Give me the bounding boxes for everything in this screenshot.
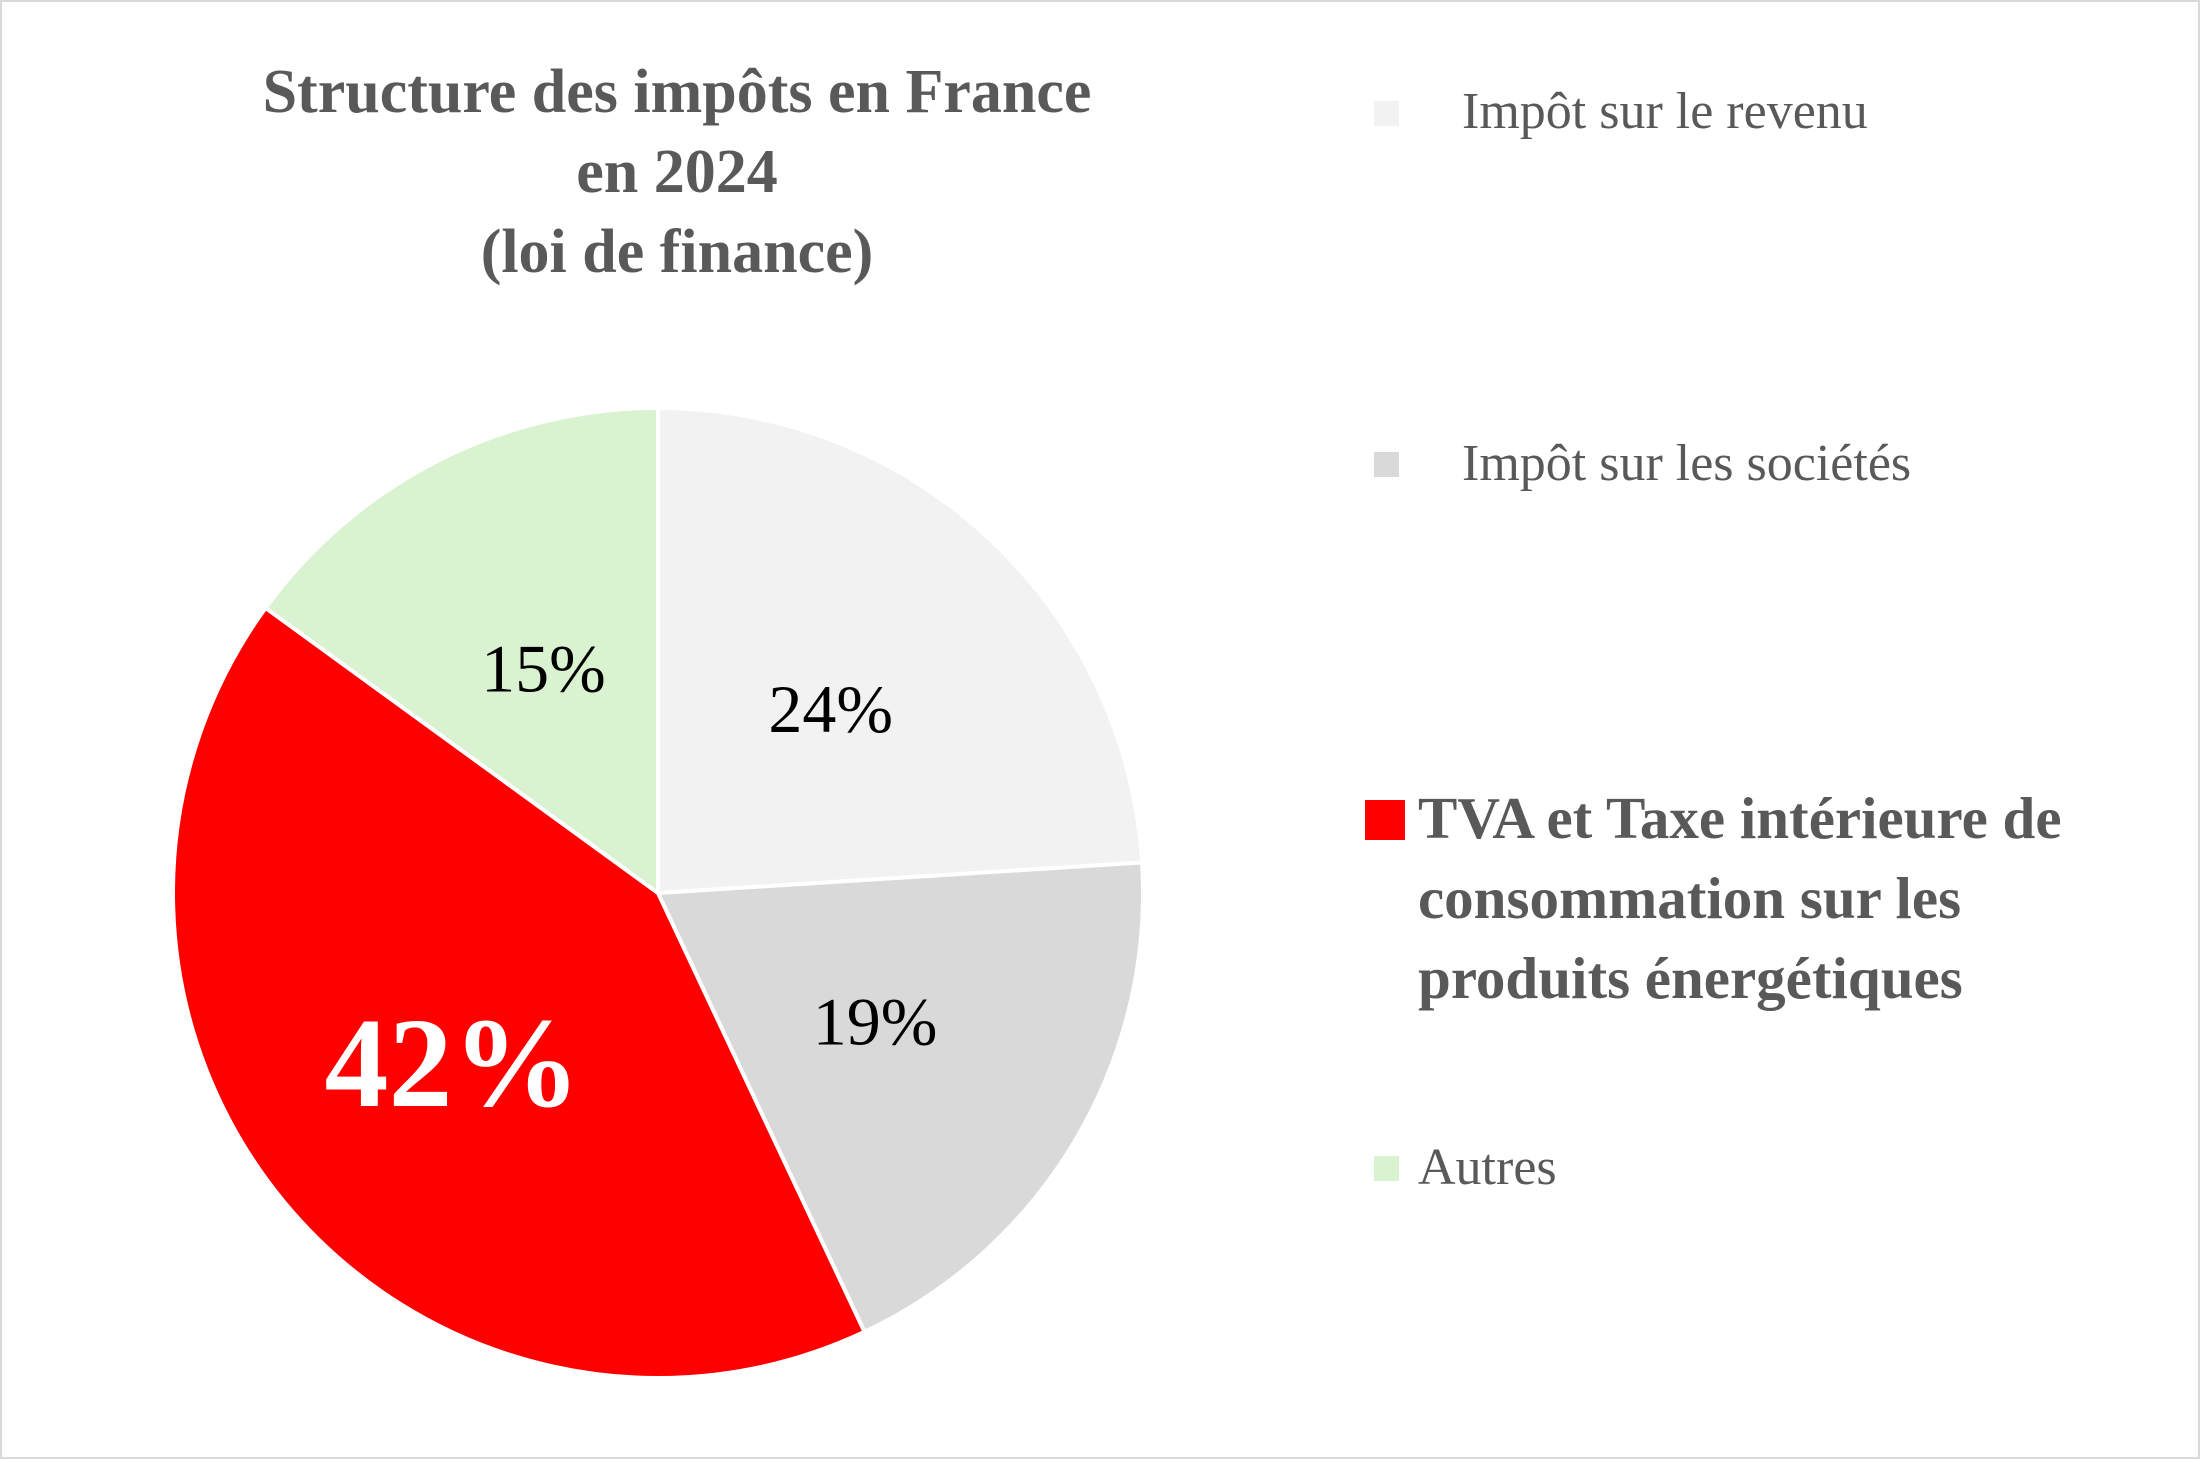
legend-swatch (1374, 101, 1399, 126)
chart-title-line-2: en 2024 (576, 138, 778, 206)
legend-swatch (1365, 800, 1405, 840)
chart-title-line-3: (loi de finance) (480, 218, 874, 286)
pie-slice-tva-et-taxe-interieure-de-cons[interactable] (171, 605, 868, 1380)
pie-data-label: 24% (768, 671, 893, 747)
legend-label: Impôt sur les sociétés (1462, 435, 1912, 492)
legend-label: Impôt sur le revenu (1462, 83, 1868, 140)
legend-label: TVA et Taxe intérieure de consommation s… (1418, 785, 2062, 1011)
legend-swatch (1374, 452, 1399, 477)
chart-title: Structure des impôts en France en 2024 (… (120, 52, 1234, 292)
pie-slice-impot-sur-le-revenu[interactable] (656, 405, 1145, 896)
pie-data-label: 42% (324, 992, 580, 1134)
legend-swatch (1374, 1156, 1399, 1181)
pie-slice-impot-sur-les-societes[interactable] (654, 860, 1145, 1335)
pie-data-label: 15% (481, 630, 606, 706)
pie-slice-autres[interactable] (262, 405, 660, 897)
pie-slices (171, 405, 1145, 1380)
pie-labels: 24% 19% 42% 15% (324, 630, 937, 1134)
legend-label: Autres (1418, 1139, 1557, 1196)
pie-data-label: 19% (813, 983, 938, 1059)
chart-title-line-1: Structure des impôts en France (262, 58, 1092, 126)
